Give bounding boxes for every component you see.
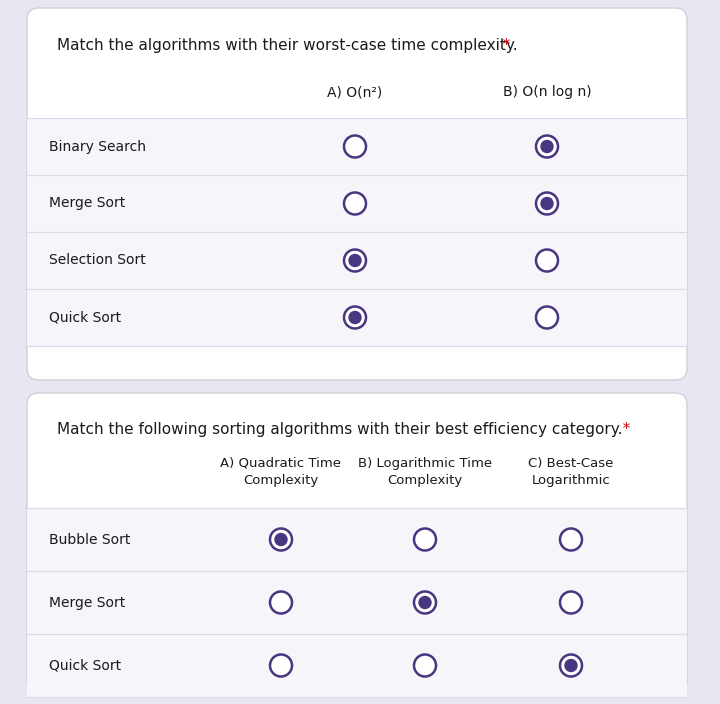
Circle shape xyxy=(560,591,582,613)
Bar xyxy=(27,175,687,232)
Text: C) Best-Case
Logarithmic: C) Best-Case Logarithmic xyxy=(528,457,613,487)
FancyBboxPatch shape xyxy=(27,8,687,380)
Text: *: * xyxy=(493,38,510,53)
Circle shape xyxy=(541,198,553,210)
Text: *: * xyxy=(613,422,631,437)
Bar xyxy=(27,118,687,175)
Circle shape xyxy=(275,534,287,546)
Circle shape xyxy=(270,591,292,613)
Circle shape xyxy=(344,135,366,158)
Text: Selection Sort: Selection Sort xyxy=(49,253,145,268)
Text: Quick Sort: Quick Sort xyxy=(49,310,121,325)
Circle shape xyxy=(565,660,577,672)
Circle shape xyxy=(344,192,366,215)
Text: B) Logarithmic Time
Complexity: B) Logarithmic Time Complexity xyxy=(358,457,492,487)
Text: B) O(n log n): B) O(n log n) xyxy=(503,85,591,99)
Circle shape xyxy=(536,249,558,272)
Bar xyxy=(27,232,687,289)
Bar xyxy=(27,571,687,634)
Circle shape xyxy=(536,135,558,158)
Circle shape xyxy=(536,306,558,329)
Circle shape xyxy=(344,306,366,329)
Bar xyxy=(27,634,687,697)
Circle shape xyxy=(270,655,292,677)
Bar xyxy=(27,508,687,571)
Text: Merge Sort: Merge Sort xyxy=(49,196,125,210)
Text: Match the algorithms with their worst-case time complexity.: Match the algorithms with their worst-ca… xyxy=(57,38,518,53)
Text: Merge Sort: Merge Sort xyxy=(49,596,125,610)
Circle shape xyxy=(349,255,361,267)
Text: A) O(n²): A) O(n²) xyxy=(328,85,382,99)
FancyBboxPatch shape xyxy=(27,393,687,693)
Circle shape xyxy=(414,655,436,677)
Bar xyxy=(27,289,687,346)
Text: A) Quadratic Time
Complexity: A) Quadratic Time Complexity xyxy=(220,457,341,487)
Circle shape xyxy=(541,141,553,153)
Circle shape xyxy=(536,192,558,215)
Circle shape xyxy=(414,591,436,613)
Circle shape xyxy=(560,529,582,551)
Text: Match the following sorting algorithms with their best efficiency category.: Match the following sorting algorithms w… xyxy=(57,422,623,437)
Text: Bubble Sort: Bubble Sort xyxy=(49,532,130,546)
Circle shape xyxy=(414,529,436,551)
Circle shape xyxy=(270,529,292,551)
Circle shape xyxy=(560,655,582,677)
Text: Quick Sort: Quick Sort xyxy=(49,658,121,672)
Circle shape xyxy=(344,249,366,272)
Circle shape xyxy=(419,596,431,608)
Text: Binary Search: Binary Search xyxy=(49,139,146,153)
Circle shape xyxy=(349,311,361,324)
